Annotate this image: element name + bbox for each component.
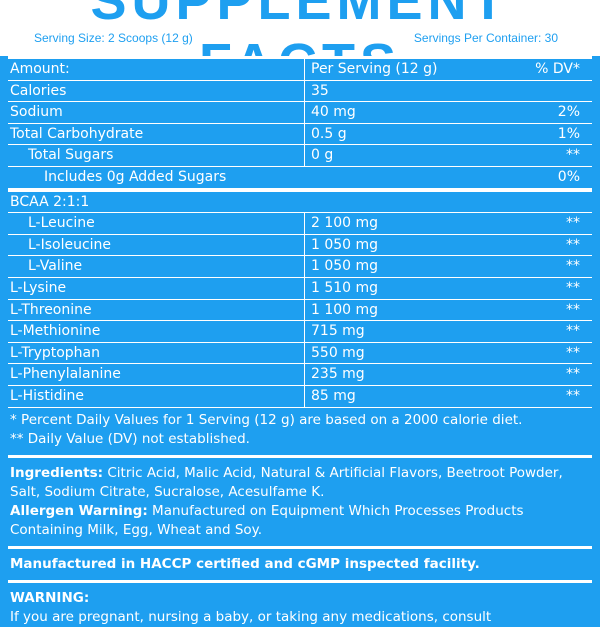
amino-dv: **: [566, 279, 580, 296]
amino-dv: **: [566, 323, 580, 340]
manufacturing-statement: Manufactured in HACCP certified and cGMP…: [10, 555, 480, 572]
amino-amount: 715 mg: [304, 321, 365, 342]
amino-amount: 235 mg: [304, 364, 365, 385]
separator-rule: [8, 579, 592, 583]
separator-rule: [8, 545, 592, 549]
amino-name: L-Threonine: [10, 301, 92, 318]
amino-dv: **: [566, 215, 580, 232]
footnote-dv-not-established: ** Daily Value (DV) not established.: [10, 430, 250, 447]
amino-dv: **: [566, 366, 580, 383]
amino-amount: 550 mg: [304, 342, 365, 364]
amino-row: L-Valine 1 050 mg **: [8, 256, 592, 278]
amino-dv: **: [566, 236, 580, 253]
amino-dv: **: [566, 344, 580, 361]
allergen-label: Allergen Warning:: [10, 502, 148, 519]
nutrient-name: Calories: [10, 82, 67, 99]
ingredients-text: Citric Acid, Malic Acid, Natural & Artif…: [10, 464, 563, 500]
amino-name: L-Leucine: [28, 215, 95, 232]
thick-rule: [8, 188, 592, 192]
header-row: Amount: Per Serving (12 g) % DV*: [8, 59, 592, 81]
amino-dv: **: [566, 387, 580, 404]
nutrient-name: Includes 0g Added Sugars: [44, 168, 227, 185]
amino-row: L-Lysine 1 510 mg **: [8, 277, 592, 300]
amino-dv: **: [566, 301, 580, 318]
nutrient-amount: 0.5 g: [304, 123, 347, 145]
header-per-serving: Per Serving (12 g): [304, 59, 437, 80]
amino-amount: 2 100 mg: [304, 213, 378, 234]
allergen-text: Manufactured on Equipment Which Processe…: [10, 502, 524, 538]
amino-dv: **: [566, 258, 580, 275]
ingredients-paragraph: Ingredients: Citric Acid, Malic Acid, Na…: [8, 464, 592, 502]
header-amount: Amount:: [10, 61, 70, 77]
amino-name: L-Isoleucine: [28, 236, 112, 253]
nutrient-row: Includes 0g Added Sugars 0%: [8, 167, 592, 189]
nutrient-row: Total Carbohydrate 0.5 g 1%: [8, 123, 592, 146]
nutrient-amount: 40 mg: [304, 102, 356, 123]
nutrient-row: Sodium 40 mg 2%: [8, 102, 592, 124]
header-dv: % DV*: [535, 61, 580, 77]
amino-row: L-Threonine 1 100 mg **: [8, 299, 592, 322]
amino-row: L-Methionine 715 mg **: [8, 321, 592, 343]
allergen-paragraph: Allergen Warning: Manufactured on Equipm…: [8, 502, 592, 540]
nutrient-dv: **: [566, 147, 580, 164]
amino-amount: 1 050 mg: [304, 256, 378, 277]
amino-name: L-Methionine: [10, 323, 101, 340]
nutrient-dv: 2%: [557, 104, 580, 121]
nutrient-amount: 0 g: [304, 145, 333, 166]
footnote-dv-basis: * Percent Daily Values for 1 Serving (12…: [10, 411, 523, 428]
nutrient-row: Calories 35: [8, 80, 592, 103]
bcaa-label: BCAA 2:1:1: [10, 193, 90, 210]
nutrient-name: Sodium: [10, 104, 63, 121]
warning-text: If you are pregnant, nursing a baby, or …: [10, 608, 492, 625]
amino-amount: 85 mg: [304, 385, 356, 407]
amino-amount: 1 510 mg: [304, 277, 378, 299]
warning-label: WARNING:: [10, 589, 90, 606]
amino-name: L-Valine: [28, 258, 83, 275]
thick-rule: [8, 56, 592, 59]
nutrient-dv: 0%: [557, 168, 580, 185]
ingredients-label: Ingredients:: [10, 464, 104, 481]
amino-name: L-Lysine: [10, 279, 67, 296]
amino-name: L-Tryptophan: [10, 344, 101, 361]
nutrient-row: Total Sugars 0 g **: [8, 145, 592, 167]
amino-row: L-Tryptophan 550 mg **: [8, 342, 592, 365]
amino-amount: 1 050 mg: [304, 234, 378, 256]
label-title: SUPPLEMENT FACTS: [90, 0, 510, 56]
amino-name: L-Phenylalanine: [10, 366, 121, 383]
nutrient-dv: 1%: [557, 125, 580, 142]
facts-panel: Amount: Per Serving (12 g) % DV* Calorie…: [8, 56, 592, 627]
nutrient-name: Total Carbohydrate: [10, 125, 144, 142]
separator-rule: [8, 454, 592, 458]
nutrient-amount: 35: [304, 80, 329, 102]
amino-row: L-Isoleucine 1 050 mg **: [8, 234, 592, 257]
title-box: SUPPLEMENT FACTS Serving Size: 2 Scoops …: [0, 0, 600, 56]
amino-row: L-Histidine 85 mg **: [8, 385, 592, 408]
serving-size: Serving Size: 2 Scoops (12 g): [34, 31, 193, 45]
nutrient-name: Total Sugars: [28, 147, 114, 164]
amino-name: L-Histidine: [10, 387, 84, 404]
amino-amount: 1 100 mg: [304, 299, 378, 321]
servings-per-container: Servings Per Container: 30: [413, 31, 558, 45]
bcaa-header-row: BCAA 2:1:1: [8, 192, 592, 214]
amino-row: L-Phenylalanine 235 mg **: [8, 364, 592, 386]
amino-row: L-Leucine 2 100 mg **: [8, 213, 592, 235]
